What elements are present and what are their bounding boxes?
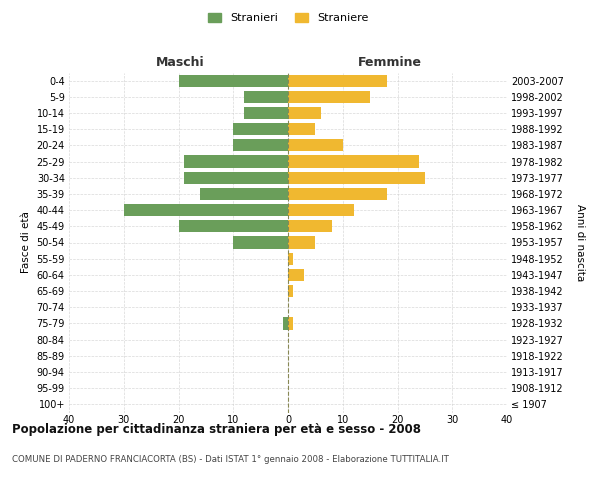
Bar (233, 236, 288, 248)
Bar (288, 269, 304, 281)
Bar (244, 90, 288, 103)
Bar (184, 156, 288, 168)
Text: COMUNE DI PADERNO FRANCIACORTA (BS) - Dati ISTAT 1° gennaio 2008 - Elaborazione : COMUNE DI PADERNO FRANCIACORTA (BS) - Da… (12, 455, 449, 464)
Bar (288, 204, 354, 216)
Bar (288, 172, 425, 184)
Text: Maschi: Maschi (155, 56, 205, 69)
Bar (244, 107, 288, 119)
Text: Popolazione per cittadinanza straniera per età e sesso - 2008: Popolazione per cittadinanza straniera p… (12, 422, 421, 436)
Bar (288, 252, 293, 265)
Bar (233, 123, 288, 135)
Bar (283, 318, 288, 330)
Y-axis label: Anni di nascita: Anni di nascita (575, 204, 585, 281)
Bar (233, 140, 288, 151)
Bar (179, 220, 288, 232)
Y-axis label: Fasce di età: Fasce di età (21, 212, 31, 274)
Bar (288, 156, 419, 168)
Bar (288, 220, 332, 232)
Legend: Stranieri, Straniere: Stranieri, Straniere (203, 8, 373, 28)
Bar (124, 204, 288, 216)
Text: Femmine: Femmine (358, 56, 422, 69)
Bar (288, 236, 316, 248)
Bar (288, 188, 386, 200)
Bar (184, 172, 288, 184)
Bar (288, 123, 316, 135)
Bar (288, 285, 293, 297)
Bar (288, 74, 386, 86)
Bar (288, 318, 293, 330)
Bar (288, 107, 321, 119)
Bar (200, 188, 288, 200)
Bar (288, 140, 343, 151)
Bar (288, 90, 370, 103)
Bar (179, 74, 288, 86)
